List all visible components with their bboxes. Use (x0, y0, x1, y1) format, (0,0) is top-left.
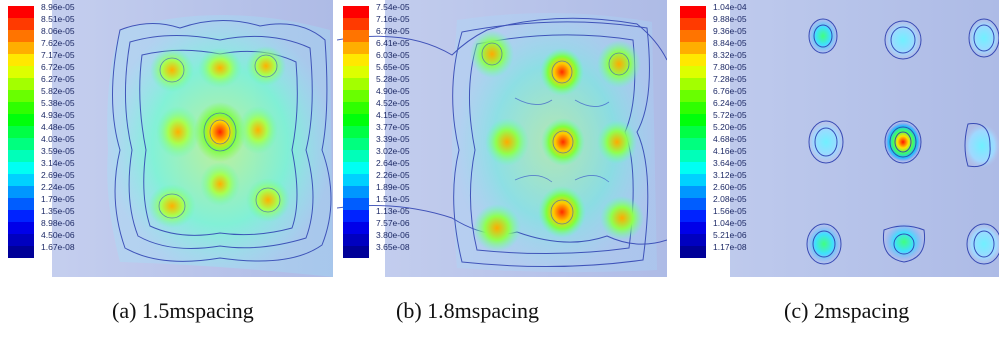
caption-b: (b) 1.8mspacing (396, 298, 539, 323)
legend-tick: 4.03e-05 (41, 134, 75, 144)
legend-tick: 2.60e-05 (713, 182, 747, 192)
legend-tick: 2.69e-05 (41, 170, 75, 180)
legend-tick: 1.35e-05 (41, 206, 75, 216)
legend-tick: 6.72e-05 (41, 62, 75, 72)
legend-tick: 7.57e-06 (376, 218, 410, 228)
legend-tick: 4.93e-05 (41, 110, 75, 120)
legend-tick: 6.76e-05 (713, 86, 747, 96)
legend-tick: 5.65e-05 (376, 62, 410, 72)
legend-tick: 3.65e-08 (376, 242, 410, 252)
legend-tick: 5.28e-05 (376, 74, 410, 84)
panel-a: 8.96e-05 8.51e-05 8.06e-05 7.62e-05 7.17… (0, 0, 333, 277)
legend-tick: 1.04e-05 (713, 218, 747, 228)
legend-tick: 6.78e-05 (376, 26, 410, 36)
legend-tick: 7.80e-05 (713, 62, 747, 72)
legend-tick: 3.64e-05 (713, 158, 747, 168)
legend-tick: 1.79e-05 (41, 194, 75, 204)
legend-tick: 3.12e-05 (713, 170, 747, 180)
panel-b: 7.54e-05 7.16e-05 6.78e-05 6.41e-05 6.03… (337, 0, 667, 277)
legend-tick: 6.41e-05 (376, 38, 410, 48)
legend-tick: 7.62e-05 (41, 38, 75, 48)
legend-tick: 7.28e-05 (713, 74, 747, 84)
legend-tick: 7.16e-05 (376, 14, 410, 24)
legend-tick: 5.21e-06 (713, 230, 747, 240)
legend-tick: 2.24e-05 (41, 182, 75, 192)
legend-tick: 6.24e-05 (713, 98, 747, 108)
legend-tick: 3.39e-05 (376, 134, 410, 144)
legend-tick: 7.17e-05 (41, 50, 75, 60)
legend-tick: 5.82e-05 (41, 86, 75, 96)
caption-c: (c) 2mspacing (784, 298, 910, 323)
legend-tick: 1.51e-05 (376, 194, 410, 204)
legend-tick: 8.98e-06 (41, 218, 75, 228)
legend-tick: 5.20e-05 (713, 122, 747, 132)
legend-tick: 1.13e-05 (376, 206, 410, 216)
legend-tick: 8.32e-05 (713, 50, 747, 60)
contour-plot-a (0, 0, 333, 277)
legend-tick: 5.72e-05 (713, 110, 747, 120)
legend-tick: 1.67e-08 (41, 242, 75, 252)
legend-tick: 4.52e-05 (376, 98, 410, 108)
legend-tick: 4.48e-05 (41, 122, 75, 132)
legend-tick: 6.27e-05 (41, 74, 75, 84)
legend-tick: 2.64e-05 (376, 158, 410, 168)
legend-tick: 6.03e-05 (376, 50, 410, 60)
legend-tick: 3.80e-06 (376, 230, 410, 240)
legend-tick: 8.84e-05 (713, 38, 747, 48)
legend-tick: 9.36e-05 (713, 26, 747, 36)
legend-tick: 3.59e-05 (41, 146, 75, 156)
panel-c: 1.04e-04 9.88e-05 9.36e-05 8.84e-05 8.32… (670, 0, 999, 277)
legend-tick: 4.50e-06 (41, 230, 75, 240)
legend-tick: 9.88e-05 (713, 14, 747, 24)
legend-tick: 1.56e-05 (713, 206, 747, 216)
legend-tick: 8.06e-05 (41, 26, 75, 36)
caption-a: (a) 1.5mspacing (112, 298, 254, 323)
contour-plot-b (337, 0, 667, 277)
legend-tick: 2.26e-05 (376, 170, 410, 180)
legend-tick: 3.14e-05 (41, 158, 75, 168)
legend-tick: 3.02e-05 (376, 146, 410, 156)
legend-tick: 5.38e-05 (41, 98, 75, 108)
legend-tick: 1.04e-04 (713, 2, 747, 12)
legend-tick: 4.15e-05 (376, 110, 410, 120)
legend-tick: 8.51e-05 (41, 14, 75, 24)
legend-tick: 4.90e-05 (376, 86, 410, 96)
legend-tick: 3.77e-05 (376, 122, 410, 132)
legend-tick: 1.17e-08 (713, 242, 747, 252)
legend-tick: 4.68e-05 (713, 134, 747, 144)
legend-tick: 1.89e-05 (376, 182, 410, 192)
legend-tick: 2.08e-05 (713, 194, 747, 204)
legend-tick: 8.96e-05 (41, 2, 75, 12)
legend-tick: 4.16e-05 (713, 146, 747, 156)
legend-tick: 7.54e-05 (376, 2, 410, 12)
